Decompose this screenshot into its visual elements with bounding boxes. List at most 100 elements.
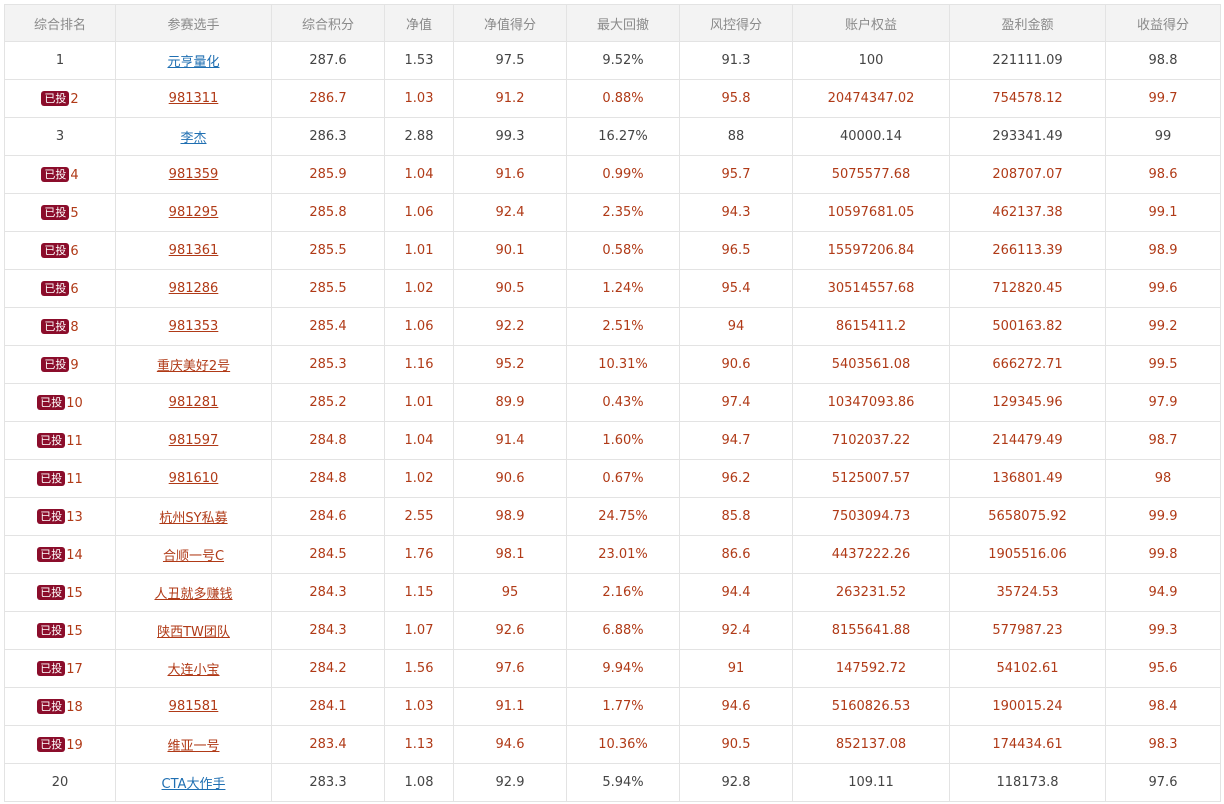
nav-cell: 1.04	[384, 421, 454, 460]
nav-score-cell: 91.4	[453, 421, 567, 460]
profit-cell: 500163.82	[949, 307, 1106, 346]
player-cell: 981281	[115, 383, 272, 422]
nav-cell: 1.13	[384, 725, 454, 764]
player-link[interactable]: 人丑就多赚钱	[154, 587, 233, 602]
invested-badge: 已投	[37, 584, 66, 600]
risk-score-cell: 90.5	[679, 725, 793, 764]
player-link[interactable]: 大连小宝	[167, 663, 220, 678]
max-drawdown-cell: 0.99%	[566, 155, 680, 194]
nav-cell: 1.03	[384, 687, 454, 726]
return-score-cell: 99.2	[1105, 307, 1221, 346]
player-link[interactable]: 981286	[168, 281, 219, 296]
player-link[interactable]: 元亨量化	[167, 55, 220, 70]
header-profit[interactable]: 盈利金额	[949, 4, 1106, 42]
risk-score-cell: 95.8	[679, 79, 793, 118]
table-row: 已投 6 981361 285.5 1.01 90.1 0.58% 96.5 15597206.…	[4, 231, 1221, 270]
total-score-cell: 284.1	[271, 687, 385, 726]
total-score-cell: 285.9	[271, 155, 385, 194]
profit-cell: 118173.8	[949, 763, 1106, 802]
max-drawdown-cell: 1.60%	[566, 421, 680, 460]
total-score-cell: 285.2	[271, 383, 385, 422]
nav-cell: 1.01	[384, 383, 454, 422]
player-link[interactable]: 维亚一号	[167, 739, 220, 754]
total-score-cell: 284.6	[271, 497, 385, 536]
max-drawdown-cell: 5.94%	[566, 763, 680, 802]
nav-cell: 1.53	[384, 41, 454, 80]
table-row: 已投 15 陕西TW团队 284.3 1.07 92.6 6.88% 92.4 8155641.…	[4, 611, 1221, 650]
risk-score-cell: 95.4	[679, 269, 793, 308]
player-link[interactable]: 杭州SY私募	[159, 511, 228, 526]
rank-value: 18	[66, 699, 83, 715]
header-max-drawdown[interactable]: 最大回撤	[566, 4, 680, 42]
player-link[interactable]: 李杰	[180, 131, 207, 146]
header-return-score[interactable]: 收益得分	[1105, 4, 1221, 42]
rank-cell: 20	[4, 763, 116, 802]
player-link[interactable]: 981281	[168, 395, 219, 410]
nav-cell: 1.06	[384, 193, 454, 232]
header-rank[interactable]: 综合排名	[4, 4, 116, 42]
table-row: 已投 10 981281 285.2 1.01 89.9 0.43% 97.4 10347093…	[4, 383, 1221, 422]
rank-cell: 已投 5	[4, 193, 116, 232]
player-cell: 981359	[115, 155, 272, 194]
equity-cell: 147592.72	[792, 649, 950, 688]
header-equity[interactable]: 账户权益	[792, 4, 950, 42]
header-nav[interactable]: 净值	[384, 4, 454, 42]
player-link[interactable]: 重庆美好2号	[156, 359, 231, 374]
rank-cell: 已投 15	[4, 573, 116, 612]
player-link[interactable]: CTA大作手	[161, 777, 226, 792]
header-risk-score[interactable]: 风控得分	[679, 4, 793, 42]
player-link[interactable]: 981295	[168, 205, 219, 220]
total-score-cell: 285.5	[271, 231, 385, 270]
equity-cell: 7503094.73	[792, 497, 950, 536]
invested-badge: 已投	[37, 508, 66, 524]
return-score-cell: 98.3	[1105, 725, 1221, 764]
nav-score-cell: 92.6	[453, 611, 567, 650]
player-link[interactable]: 981581	[168, 699, 219, 714]
total-score-cell: 284.8	[271, 459, 385, 498]
total-score-cell: 284.3	[271, 611, 385, 650]
nav-cell: 1.08	[384, 763, 454, 802]
max-drawdown-cell: 2.35%	[566, 193, 680, 232]
rank-value: 20	[51, 775, 69, 790]
rank-value: 6	[70, 281, 79, 297]
header-total-score[interactable]: 综合积分	[271, 4, 385, 42]
table-row: 已投 2 981311 286.7 1.03 91.2 0.88% 95.8 20474347.…	[4, 79, 1221, 118]
equity-cell: 15597206.84	[792, 231, 950, 270]
rank-value: 15	[66, 585, 83, 601]
equity-cell: 5125007.57	[792, 459, 950, 498]
rank-cell: 已投 15	[4, 611, 116, 650]
rank-cell: 已投 19	[4, 725, 116, 764]
invested-badge: 已投	[37, 470, 66, 486]
header-player[interactable]: 参赛选手	[115, 4, 272, 42]
rank-cell: 已投 2	[4, 79, 116, 118]
profit-cell: 1905516.06	[949, 535, 1106, 574]
player-link[interactable]: 981361	[168, 243, 219, 258]
player-cell: 杭州SY私募	[115, 497, 272, 536]
equity-cell: 263231.52	[792, 573, 950, 612]
profit-cell: 293341.49	[949, 117, 1106, 156]
header-nav-score[interactable]: 净值得分	[453, 4, 567, 42]
profit-cell: 577987.23	[949, 611, 1106, 650]
max-drawdown-cell: 23.01%	[566, 535, 680, 574]
invested-badge: 已投	[41, 90, 70, 106]
player-link[interactable]: 981353	[168, 319, 219, 334]
risk-score-cell: 85.8	[679, 497, 793, 536]
rank-cell: 已投 6	[4, 269, 116, 308]
player-link[interactable]: 合顺一号C	[162, 549, 225, 564]
table-row: 已投 11 981597 284.8 1.04 91.4 1.60% 94.7 7102037.…	[4, 421, 1221, 460]
return-score-cell: 97.9	[1105, 383, 1221, 422]
equity-cell: 8155641.88	[792, 611, 950, 650]
player-link[interactable]: 981311	[168, 91, 219, 106]
player-link[interactable]: 981610	[168, 471, 219, 486]
player-link[interactable]: 981597	[168, 433, 219, 448]
nav-score-cell: 98.1	[453, 535, 567, 574]
equity-cell: 5160826.53	[792, 687, 950, 726]
nav-score-cell: 91.1	[453, 687, 567, 726]
nav-score-cell: 98.9	[453, 497, 567, 536]
nav-cell: 1.15	[384, 573, 454, 612]
player-link[interactable]: 981359	[168, 167, 219, 182]
invested-badge: 已投	[41, 280, 70, 296]
invested-badge: 已投	[37, 546, 66, 562]
profit-cell: 5658075.92	[949, 497, 1106, 536]
player-link[interactable]: 陕西TW团队	[157, 625, 230, 640]
